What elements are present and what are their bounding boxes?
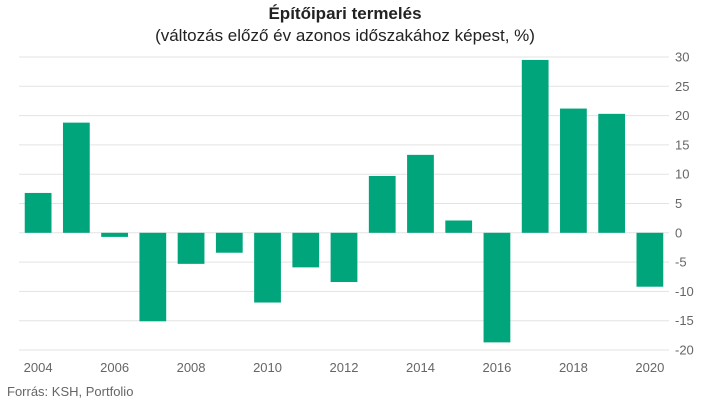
y-tick-label: 30 xyxy=(675,50,689,65)
x-axis-labels: 2004 2006 2008 2010 2012 2014 2016 2018 2020 xyxy=(24,360,665,375)
x-tick-label: 2014 xyxy=(406,360,435,375)
x-tick-label: 2010 xyxy=(253,360,282,375)
bar-2017 xyxy=(521,59,549,233)
y-tick-label: 10 xyxy=(675,167,689,182)
bar-2006 xyxy=(101,232,128,237)
y-tick-label: -20 xyxy=(675,343,694,358)
y-tick-label: 20 xyxy=(675,108,689,123)
bar-2020 xyxy=(636,232,664,287)
bar-2016 xyxy=(483,232,511,343)
bar-2018 xyxy=(560,108,587,233)
y-tick-label: 0 xyxy=(675,225,682,240)
bar-2009 xyxy=(215,232,243,253)
bar-2013 xyxy=(368,175,396,233)
x-tick-label: 2004 xyxy=(24,360,53,375)
bar-2007 xyxy=(139,232,167,322)
y-tick-label: -5 xyxy=(675,255,687,270)
source-note: Forrás: KSH, Portfolio xyxy=(7,384,134,399)
x-tick-label: 2020 xyxy=(635,360,664,375)
x-tick-label: 2012 xyxy=(330,360,359,375)
bar-2012 xyxy=(330,232,358,283)
chart-title: Építőipari termelés xyxy=(268,4,422,23)
bar-2019 xyxy=(598,113,626,233)
y-tick-label: 15 xyxy=(675,137,689,152)
y-axis-labels: -20 -15 -10 -5 0 5 10 15 20 25 30 xyxy=(675,50,694,358)
bar-2011 xyxy=(292,232,320,268)
y-tick-label: -10 xyxy=(675,284,694,299)
bar-2004 xyxy=(24,192,52,233)
bar-2010 xyxy=(254,232,281,303)
x-tick-label: 2008 xyxy=(177,360,206,375)
y-tick-label: 5 xyxy=(675,196,682,211)
x-tick-label: 2018 xyxy=(559,360,588,375)
bar-2005 xyxy=(62,122,90,233)
x-tick-label: 2006 xyxy=(100,360,129,375)
y-tick-label: -15 xyxy=(675,313,694,328)
bar-2015 xyxy=(445,220,473,233)
y-tick-label: 25 xyxy=(675,79,689,94)
bar-2014 xyxy=(407,154,434,233)
chart-subtitle: (változás előző év azonos időszakához ké… xyxy=(155,26,535,45)
x-tick-label: 2016 xyxy=(482,360,511,375)
bars xyxy=(24,59,664,343)
bar-2008 xyxy=(177,232,205,264)
